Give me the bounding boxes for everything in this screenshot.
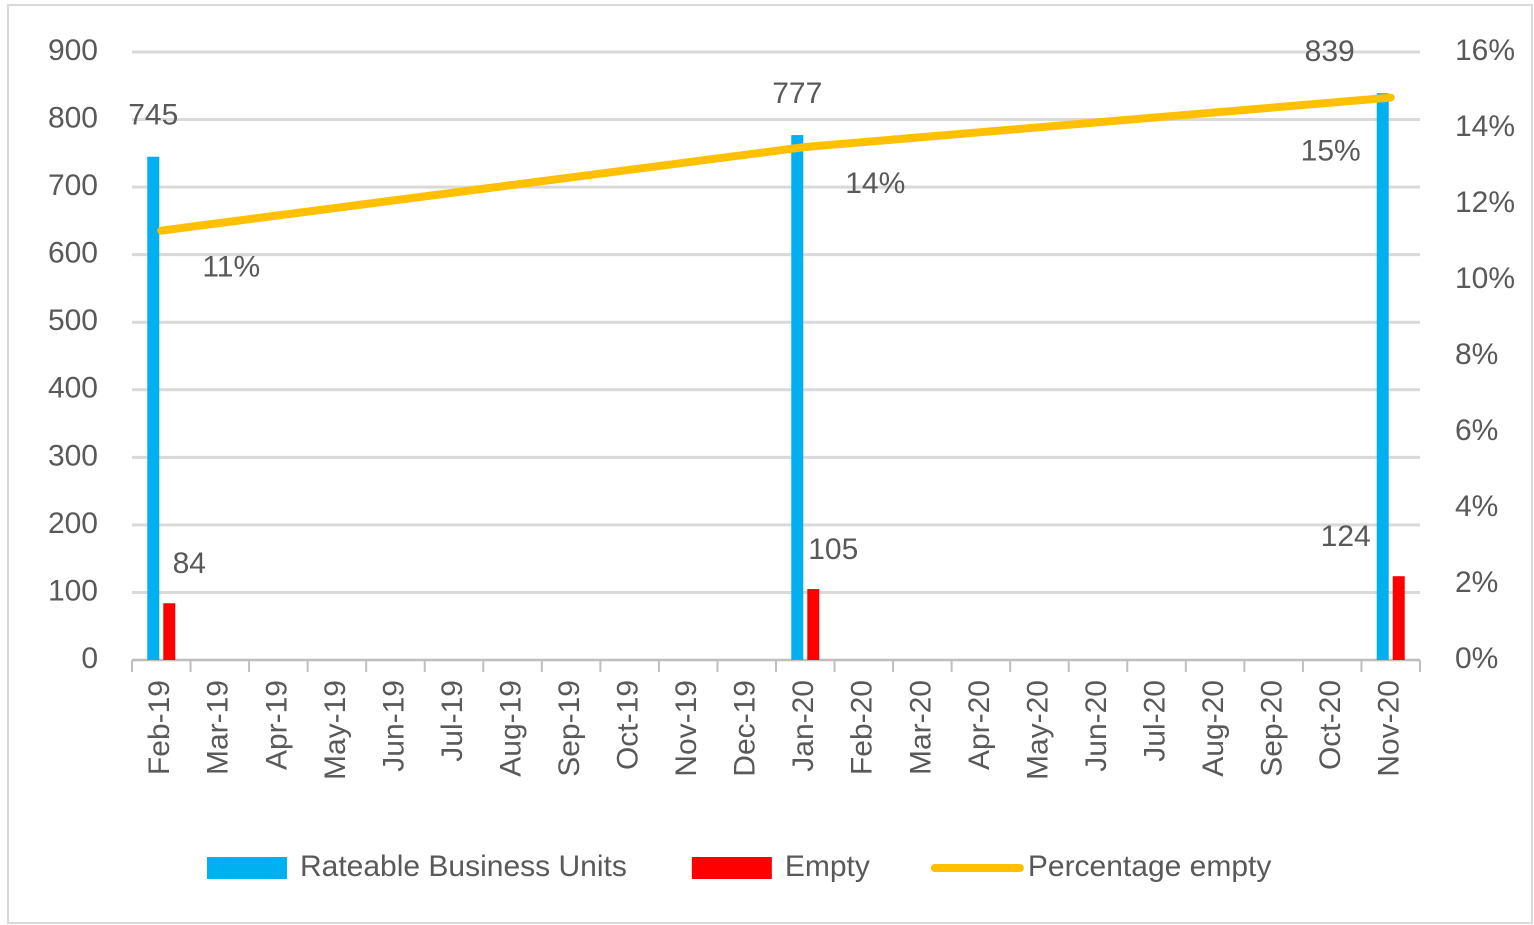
line — [157, 93, 1395, 235]
data-label: 14% — [845, 167, 905, 200]
data-label: 105 — [808, 533, 858, 566]
y-tick-label: 800 — [48, 101, 98, 134]
data-label: 84 — [173, 547, 206, 580]
data-label: 124 — [1321, 520, 1371, 553]
y2-tick-label: 2% — [1455, 566, 1498, 599]
x-tick-label: Feb-20 — [846, 680, 879, 775]
x-tick-label: Sep-19 — [553, 680, 586, 777]
x-tick-label: Sep-20 — [1256, 680, 1289, 777]
x-tick-label: Jul-20 — [1138, 680, 1171, 762]
x-tick-label: Feb-19 — [143, 680, 176, 775]
x-tick-label: Apr-20 — [963, 680, 996, 770]
y2-tick-label: 6% — [1455, 414, 1498, 447]
chart-border — [7, 4, 1533, 924]
x-tick-label: Nov-19 — [670, 680, 703, 777]
data-label: 777 — [772, 77, 822, 110]
x-tick-label: May-20 — [1021, 680, 1054, 780]
bar — [147, 156, 160, 660]
y-tick-label: 0 — [81, 642, 98, 675]
x-tick-label: Mar-19 — [202, 680, 235, 775]
legend-swatch — [691, 857, 772, 879]
legend-label: Percentage empty — [1028, 850, 1271, 883]
x-tick-label: Jun-20 — [1080, 680, 1113, 772]
data-label: 15% — [1301, 135, 1361, 168]
y2-tick-label: 14% — [1455, 110, 1515, 143]
y2-tick-label: 12% — [1455, 186, 1515, 219]
x-tick-label: Oct-19 — [612, 680, 645, 770]
x-tick-label: Aug-19 — [494, 680, 527, 777]
bar — [1376, 93, 1389, 661]
legend-label: Empty — [785, 850, 870, 883]
x-tick-label: Oct-20 — [1314, 680, 1347, 770]
y-tick-label: 500 — [48, 304, 98, 337]
x-tick-label: Jul-19 — [436, 680, 469, 762]
x-tick-label: Aug-20 — [1197, 680, 1230, 777]
y-tick-label: 400 — [48, 372, 98, 405]
x-tick-label: Apr-19 — [260, 680, 293, 770]
bar — [1392, 576, 1405, 660]
y2-tick-label: 0% — [1455, 642, 1498, 675]
y-tick-label: 600 — [48, 237, 98, 270]
x-tick-label: Nov-20 — [1373, 680, 1406, 777]
x-tick-label: Jan-20 — [787, 680, 820, 772]
x-tick-label: Jun-19 — [377, 680, 410, 772]
y-tick-label: 300 — [48, 439, 98, 472]
legend-label: Rateable Business Units — [300, 850, 627, 883]
x-tick-label: Dec-19 — [729, 680, 762, 777]
x-tick-label: Mar-20 — [904, 680, 937, 775]
y-tick-label: 700 — [48, 169, 98, 202]
x-tick-label: May-19 — [319, 680, 352, 780]
data-label: 839 — [1305, 35, 1355, 68]
data-label: 11% — [202, 251, 260, 284]
legend-swatch — [207, 857, 287, 879]
y2-tick-label: 4% — [1455, 490, 1498, 523]
bar — [163, 603, 176, 660]
y2-tick-label: 16% — [1455, 34, 1515, 67]
bar — [791, 135, 804, 661]
y2-tick-label: 10% — [1455, 262, 1515, 295]
data-label: 745 — [128, 99, 178, 132]
bar — [807, 589, 820, 660]
y-tick-label: 100 — [48, 574, 98, 607]
y-tick-label: 900 — [48, 34, 98, 67]
y2-tick-label: 8% — [1455, 338, 1498, 371]
y-tick-label: 200 — [48, 507, 98, 540]
